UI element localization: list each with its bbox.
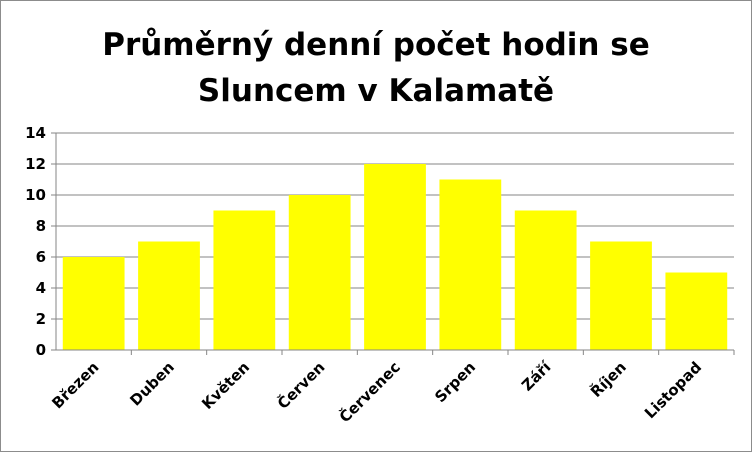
x-tick-label: Červenec <box>335 357 404 426</box>
bars <box>62 164 728 350</box>
y-tick-label: 0 <box>36 341 46 359</box>
y-tick-labels: 0 2 4 6 8 10 12 14 <box>25 124 46 359</box>
x-tick-label: Duben <box>126 358 177 409</box>
x-tick-label: Květen <box>198 358 253 413</box>
y-tick-label: 2 <box>36 310 46 328</box>
chart-title: Průměrný denní počet hodin se Sluncem v … <box>0 22 752 114</box>
bar <box>288 195 351 350</box>
bar <box>439 179 502 350</box>
chart-title-line-1: Průměrný denní počet hodin se <box>102 27 650 63</box>
x-tick-label: Srpen <box>431 358 479 406</box>
x-tick-label: Listopad <box>641 358 705 422</box>
y-tick-label: 14 <box>25 124 46 142</box>
x-tick-labels: Březen Duben Květen Červen Červenec Srpen Září… <box>48 357 705 426</box>
x-tick-label: Říjen <box>586 357 630 401</box>
y-tick-label: 10 <box>25 186 46 204</box>
bar <box>62 257 125 350</box>
x-tick-label: Červen <box>273 357 328 412</box>
x-tick-label: Březen <box>48 358 102 412</box>
chart-title-line-2: Sluncem v Kalamatě <box>197 73 555 109</box>
y-tick-label: 12 <box>25 155 46 173</box>
bar <box>665 272 728 350</box>
y-tick-label: 6 <box>36 248 46 266</box>
x-tick-label: Září <box>518 358 555 395</box>
axes <box>51 132 735 355</box>
bar <box>514 210 577 350</box>
y-tick-label: 4 <box>36 279 46 297</box>
bar <box>138 241 200 350</box>
bar <box>213 210 276 350</box>
y-tick-label: 8 <box>36 217 46 235</box>
bar <box>364 164 426 350</box>
bar <box>590 241 652 350</box>
